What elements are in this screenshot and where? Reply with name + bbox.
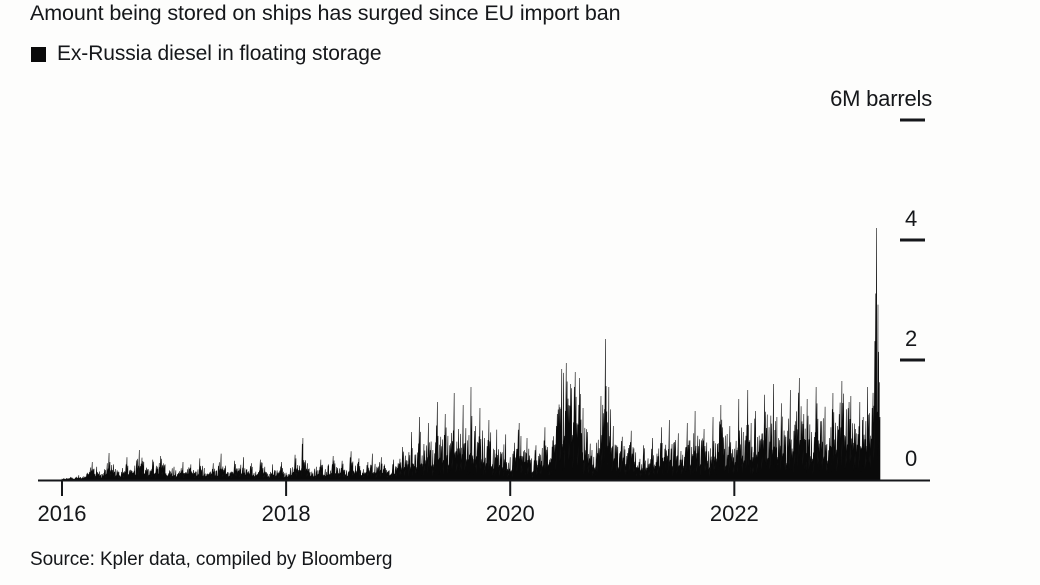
chart-legend: Ex-Russia diesel in floating storage bbox=[31, 42, 382, 66]
source-note: Source: Kpler data, compiled by Bloomber… bbox=[30, 549, 393, 570]
x-axis-label-2022: 2022 bbox=[709, 501, 759, 526]
y-axis-label-2: 2 bbox=[905, 326, 918, 351]
page-title: Amount being stored on ships has surged … bbox=[30, 1, 621, 25]
x-axis-label-2016: 2016 bbox=[37, 501, 87, 526]
legend-label-ex-russia-diesel: Ex-Russia diesel in floating storage bbox=[57, 42, 382, 65]
x-axis-ticks bbox=[61, 481, 736, 496]
x-axis-label-2020: 2020 bbox=[485, 501, 535, 526]
x-axis-label-2018: 2018 bbox=[261, 501, 311, 526]
y-axis-label-4: 4 bbox=[905, 206, 918, 231]
legend-swatch-icon bbox=[31, 46, 46, 62]
y-axis-ticks bbox=[900, 118, 925, 362]
y-axis-label-0: 0 bbox=[905, 446, 918, 471]
series-area-ex-russia-diesel bbox=[61, 227, 881, 481]
y-axis-unit-caption: 6M barrels bbox=[830, 86, 932, 111]
